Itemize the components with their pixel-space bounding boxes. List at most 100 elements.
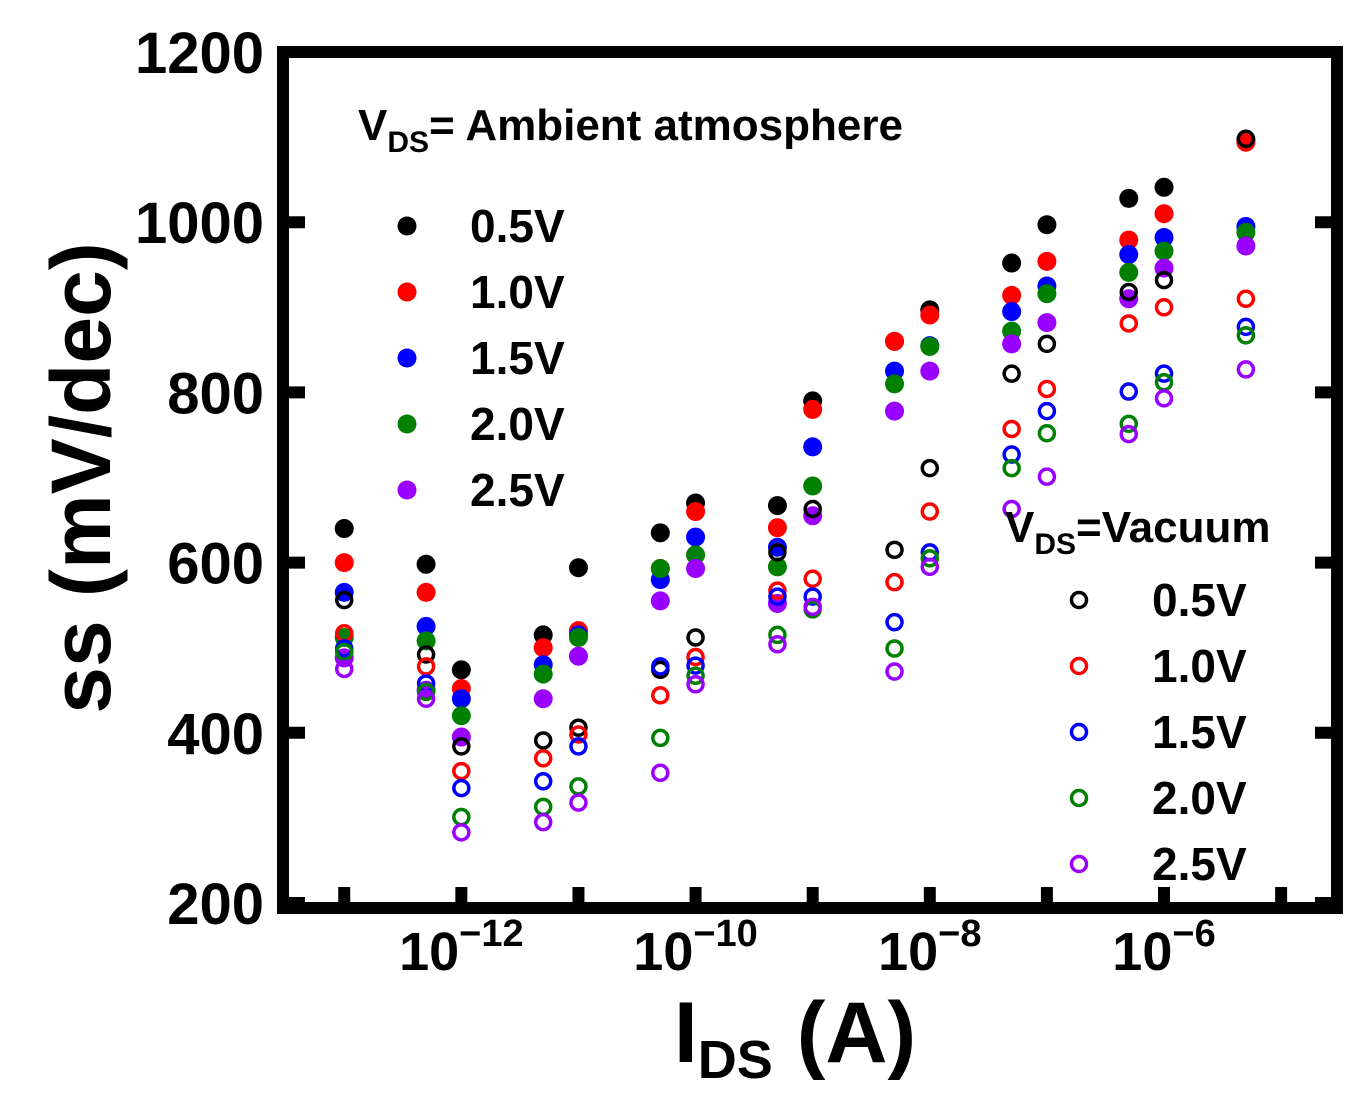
y-tick-label: 800 [167,361,264,426]
ambient-point [1236,132,1256,152]
vacuum-point [1236,289,1256,309]
y-tick-labels: 200 400 600 800 1000 1200 [135,21,264,937]
ambient-point [885,401,905,421]
ambient-point [334,553,354,573]
vacuum-point [885,662,904,681]
legend-label: 0.5V [1152,574,1247,626]
ambient-point [451,689,471,709]
ambient-point [568,627,588,647]
ambient-point [1037,313,1057,333]
y-tick-label: 600 [167,532,264,597]
vacuum-point [651,763,670,783]
vacuum-point [686,647,705,667]
ambient-point [1154,228,1174,248]
ambient-point [1119,230,1139,250]
vacuum-point [803,499,822,519]
x-tick-label: 10−12 [399,913,524,982]
plot-frame [277,46,1343,914]
legend-ambient-title-tail: = Ambient atmosphere [429,101,903,150]
vacuum-point [885,540,904,560]
legend-marker [397,480,417,500]
ambient-point [1037,215,1057,235]
data-points [334,129,1256,842]
legend-marker [1069,722,1089,742]
vacuum-point [1002,458,1021,478]
vacuum-point [768,587,787,606]
y-tick-label: 200 [167,872,264,937]
ambient-point [803,437,823,457]
legend-vacuum: VDS=Vacuum 0.5V 1.0V 1.5V 2.0V 2.5V [1005,503,1270,890]
ambient-point [334,519,354,539]
vacuum-point [920,557,940,577]
vacuum-point [533,749,553,768]
vacuum-point [452,778,471,798]
ambient-point [686,545,706,565]
legend-marker [1069,656,1089,676]
vacuum-point [452,761,471,781]
vacuum-point [1119,314,1139,333]
legend-ambient: VDS= Ambient atmosphere 0.5V 1.0V 1.5V 2.0V… [358,101,903,516]
ambient-point [686,527,706,547]
vacuum-point [1002,499,1021,519]
vacuum-point [1037,334,1057,354]
legend-marker [397,414,417,434]
ambient-point [686,559,706,579]
vacuum-point [1119,424,1139,444]
vacuum-point [885,612,904,632]
vacuum-point [569,725,588,744]
vacuum-point [334,590,354,610]
legend-marker [1069,854,1089,874]
x-axis-label-sub: DS [698,1030,773,1090]
ambient-point [920,305,940,325]
y-axis-label: ss (mV/dec) [34,242,128,714]
vacuum-point [686,675,705,694]
vacuum-point [803,587,822,606]
legend-label: 1.5V [470,332,565,384]
vacuum-point [569,718,588,737]
ambient-point [1236,236,1256,256]
ambient-point [885,374,905,394]
vacuum-point [1002,419,1021,439]
ambient-point [920,336,940,356]
x-tick-label: 10−6 [1112,913,1215,982]
vacuum-point [1154,364,1174,383]
legend-label: 2.5V [1152,838,1247,890]
vacuum-point [452,737,471,756]
ambient-point [767,518,787,538]
vacuum-point [533,797,553,817]
legend-marker [1069,590,1089,610]
vacuum-point [1154,389,1174,408]
x-axis-label-tail: (A) [773,985,916,1081]
legend-marker [397,348,417,368]
legend-vacuum-title-sub: DS [1034,528,1076,561]
legend-marker [1069,788,1089,808]
vacuum-point [1119,382,1139,401]
vacuum-point [334,659,354,679]
legend-ambient-title-main: V [358,101,388,150]
legend-label: 2.0V [470,398,565,450]
x-tick-label-base: 10 [633,922,693,982]
vacuum-point [885,572,904,592]
vacuum-point [920,458,940,478]
legend-label: 1.0V [470,266,565,318]
vacuum-point [885,639,904,658]
vacuum-point [1236,129,1256,149]
y-tick-label: 400 [167,702,264,767]
vacuum-point [416,689,436,709]
ambient-point [686,502,706,522]
vacuum-point [651,657,670,676]
ambient-point [767,496,787,516]
legend-marker [397,216,417,236]
ambient-point [1119,188,1139,208]
legend-label: 2.0V [1152,772,1247,824]
ambient-point [885,331,905,351]
legend-ambient-entries: 0.5V 1.0V 1.5V 2.0V 2.5V [397,200,565,516]
x-axis-label: IDS (A) [674,985,916,1090]
ambient-point [920,361,940,381]
x-tick-label-exp: −8 [938,913,981,955]
vacuum-point [920,549,940,568]
vacuum-point [1154,298,1174,317]
vacuum-point [920,502,940,521]
legend-vacuum-title-tail: =Vacuum [1076,503,1270,552]
y-tick-label: 1200 [135,21,264,86]
